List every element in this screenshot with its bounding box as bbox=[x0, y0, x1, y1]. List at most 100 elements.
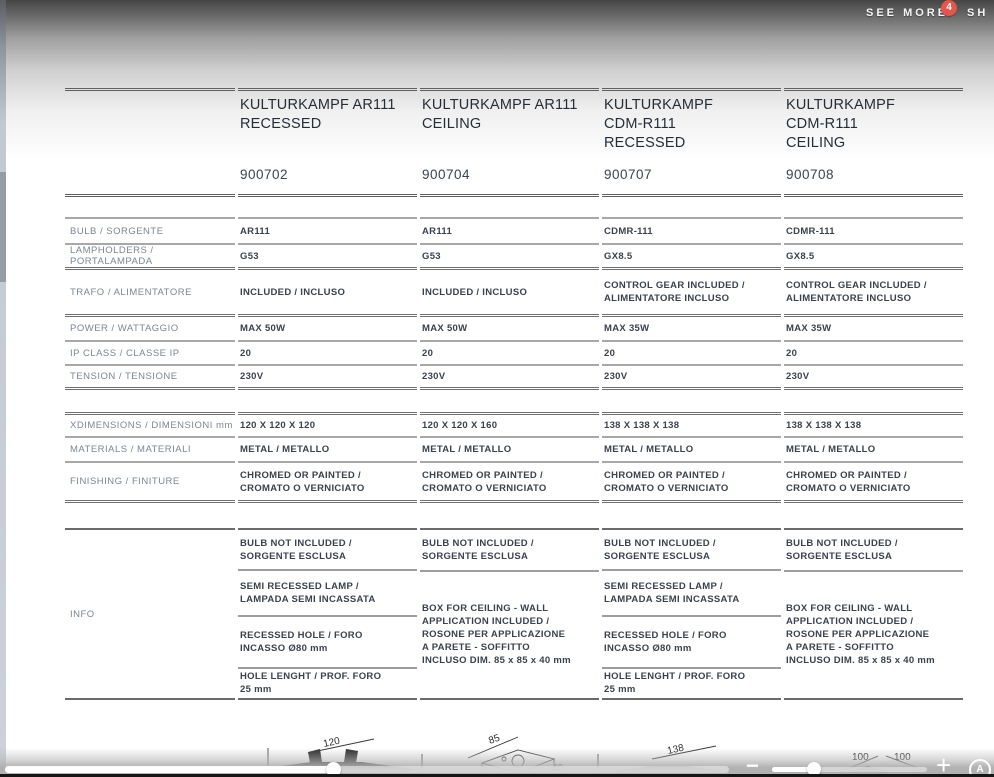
left-scrollbar-thumb[interactable] bbox=[0, 172, 6, 282]
row-label: IP CLASS / CLASSE IP bbox=[70, 347, 180, 359]
see-more-count-badge: 4 bbox=[941, 0, 957, 16]
zoom-slider-fill bbox=[772, 767, 814, 772]
spec-value: 230V bbox=[422, 371, 446, 382]
spec-table: KULTURKAMPF AR111 RECESSED 900702 KULTUR… bbox=[65, 88, 963, 700]
header-empty-cell bbox=[65, 88, 235, 197]
spec-row-lampholders: LAMPHOLDERS / PORTALAMPADA G53 G53 GX8.5… bbox=[65, 245, 963, 270]
info-section: INFO BULB NOT INCLUDED / SORGENTE ESCLUS… bbox=[65, 528, 963, 700]
spec-value: 230V bbox=[604, 371, 628, 382]
product-name-line: KULTURKAMPF bbox=[604, 97, 714, 113]
info-column-2: BULB NOT INCLUDED / SORGENTE ESCLUSA BOX… bbox=[420, 528, 599, 700]
row-label: INFO bbox=[70, 608, 95, 620]
product-name: KULTURKAMPF CDM-R111 RECESSED bbox=[604, 96, 713, 153]
spec-value: CONTROL GEAR INCLUDED / ALIMENTATORE INC… bbox=[604, 280, 745, 304]
product-name: KULTURKAMPF AR111 CEILING bbox=[422, 96, 578, 134]
magnifier-a-icon[interactable]: A bbox=[969, 759, 991, 777]
spec-value: MAX 50W bbox=[422, 323, 468, 334]
spec-value: CHROMED OR PAINTED / CROMATO O VERNICIAT… bbox=[422, 469, 547, 494]
info-item: BULB NOT INCLUDED / SORGENTE ESCLUSA bbox=[786, 537, 898, 562]
spec-value: 20 bbox=[786, 347, 798, 359]
spec-row-finishing: FINISHING / FINITURE CHROMED OR PAINTED … bbox=[65, 463, 963, 503]
info-item: BULB NOT INCLUDED / SORGENTE ESCLUSA bbox=[422, 537, 534, 562]
bottom-edge-bar bbox=[0, 774, 994, 777]
page-seek-track[interactable] bbox=[5, 766, 729, 773]
spec-value: CDMR-111 bbox=[786, 225, 835, 237]
product-name-line: CDM-R111 bbox=[604, 116, 676, 132]
info-item: RECESSED HOLE / FORO INCASSO Ø80 mm bbox=[240, 629, 363, 654]
row-label: TENSION / TENSIONE bbox=[70, 371, 178, 382]
row-label: LAMPHOLDERS / PORTALAMPADA bbox=[70, 245, 154, 267]
product-header-3: KULTURKAMPF CDM-R111 RECESSED 900707 bbox=[602, 88, 781, 197]
product-code: 900707 bbox=[604, 167, 653, 182]
spec-value: MAX 35W bbox=[604, 323, 650, 334]
spec-value: 230V bbox=[786, 371, 810, 382]
page-seek-fill bbox=[5, 766, 333, 773]
info-column-4: BULB NOT INCLUDED / SORGENTE ESCLUSA BOX… bbox=[784, 528, 963, 700]
row-label: MATERIALS / MATERIALI bbox=[70, 444, 192, 455]
share-button[interactable]: SH bbox=[967, 7, 989, 19]
spec-value: CHROMED OR PAINTED / CROMATO O VERNICIAT… bbox=[786, 469, 911, 494]
spec-row-tension: TENSION / TENSIONE 230V 230V 230V 230V bbox=[65, 366, 963, 390]
spec-value: METAL / METALLO bbox=[604, 444, 694, 455]
spec-row-ip-class: IP CLASS / CLASSE IP 20 20 20 20 bbox=[65, 342, 963, 366]
zoom-out-button[interactable]: − bbox=[746, 753, 759, 777]
spec-value: INCLUDED / INCLUSO bbox=[240, 286, 346, 298]
spec-row-power: POWER / WATTAGGIO MAX 50W MAX 50W MAX 35… bbox=[65, 317, 963, 342]
spec-value: 20 bbox=[604, 347, 616, 359]
product-header-4: KULTURKAMPF CDM-R111 CEILING 900708 bbox=[784, 88, 963, 197]
spec-value: 120 X 120 X 120 bbox=[240, 420, 316, 431]
product-header-1: KULTURKAMPF AR111 RECESSED 900702 bbox=[238, 88, 417, 197]
dimension-label: 85 bbox=[487, 733, 502, 747]
spec-value: INCLUDED / INCLUSO bbox=[422, 286, 528, 298]
spec-value: 20 bbox=[240, 347, 252, 359]
spec-value: AR111 bbox=[240, 225, 271, 237]
product-name-line: RECESSED bbox=[604, 135, 686, 151]
info-item: BULB NOT INCLUDED / SORGENTE ESCLUSA bbox=[240, 537, 352, 562]
info-item: BOX FOR CEILING - WALL APPLICATION INCLU… bbox=[786, 603, 935, 667]
info-item: SEMI RECESSED LAMP / LAMPADA SEMI INCASS… bbox=[240, 580, 376, 605]
row-label: FINISHING / FINITURE bbox=[70, 476, 180, 487]
spec-value: AR111 bbox=[422, 225, 453, 237]
info-item: HOLE LENGHT / PROF. FORO 25 mm bbox=[240, 671, 382, 696]
info-column-3: BULB NOT INCLUDED / SORGENTE ESCLUSA SEM… bbox=[602, 528, 781, 700]
row-label: BULB / SORGENTE bbox=[70, 225, 164, 237]
row-label: TRAFO / ALIMENTATORE bbox=[70, 286, 192, 298]
zoom-in-button[interactable]: + bbox=[936, 750, 952, 777]
product-name-line: RECESSED bbox=[240, 116, 322, 132]
info-item: SEMI RECESSED LAMP / LAMPADA SEMI INCASS… bbox=[604, 580, 740, 605]
spec-value: METAL / METALLO bbox=[786, 444, 876, 455]
dimension-label: 120 bbox=[322, 736, 341, 750]
spec-row-trafo: TRAFO / ALIMENTATORE INCLUDED / INCLUSO … bbox=[65, 270, 963, 317]
spec-row-dimensions: XDIMENSIONS / DIMENSIONI mm 120 X 120 X … bbox=[65, 412, 963, 438]
product-code: 900708 bbox=[786, 167, 835, 182]
spec-value: 230V bbox=[240, 371, 264, 382]
product-name-line: CEILING bbox=[786, 135, 846, 151]
product-code: 900702 bbox=[240, 167, 289, 182]
spec-value: METAL / METALLO bbox=[422, 444, 512, 455]
product-name-line: KULTURKAMPF bbox=[786, 97, 896, 113]
page-seek-thumb[interactable] bbox=[326, 762, 341, 777]
product-header-2: KULTURKAMPF AR111 CEILING 900704 bbox=[420, 88, 599, 197]
spec-value: CHROMED OR PAINTED / CROMATO O VERNICIAT… bbox=[240, 469, 365, 494]
see-more-button[interactable]: SEE MORE bbox=[866, 7, 949, 19]
row-label: XDIMENSIONS / DIMENSIONI mm bbox=[70, 420, 233, 431]
spec-row-materials: MATERIALS / MATERIALI METAL / METALLO ME… bbox=[65, 438, 963, 463]
spec-value: 138 X 138 X 138 bbox=[604, 420, 680, 431]
info-column-1: BULB NOT INCLUDED / SORGENTE ESCLUSA SEM… bbox=[238, 528, 417, 700]
spec-value: MAX 50W bbox=[240, 323, 286, 334]
product-code: 900704 bbox=[422, 167, 471, 182]
zoom-slider-track[interactable] bbox=[772, 767, 927, 772]
product-name-line: KULTURKAMPF AR111 bbox=[422, 97, 578, 113]
info-item: RECESSED HOLE / FORO INCASSO Ø80 mm bbox=[604, 629, 727, 654]
left-scrollbar[interactable] bbox=[0, 0, 6, 774]
spec-value: 20 bbox=[422, 347, 434, 359]
spec-value: 120 X 120 X 160 bbox=[422, 420, 498, 431]
spec-value: METAL / METALLO bbox=[240, 444, 330, 455]
info-item: HOLE LENGHT / PROF. FORO 25 mm bbox=[604, 671, 746, 696]
product-name-line: CEILING bbox=[422, 116, 482, 132]
info-item: BULB NOT INCLUDED / SORGENTE ESCLUSA bbox=[604, 537, 716, 562]
zoom-slider-thumb[interactable] bbox=[807, 762, 821, 776]
spec-value: GX8.5 bbox=[786, 250, 815, 262]
table-header-row: KULTURKAMPF AR111 RECESSED 900702 KULTUR… bbox=[65, 88, 963, 197]
